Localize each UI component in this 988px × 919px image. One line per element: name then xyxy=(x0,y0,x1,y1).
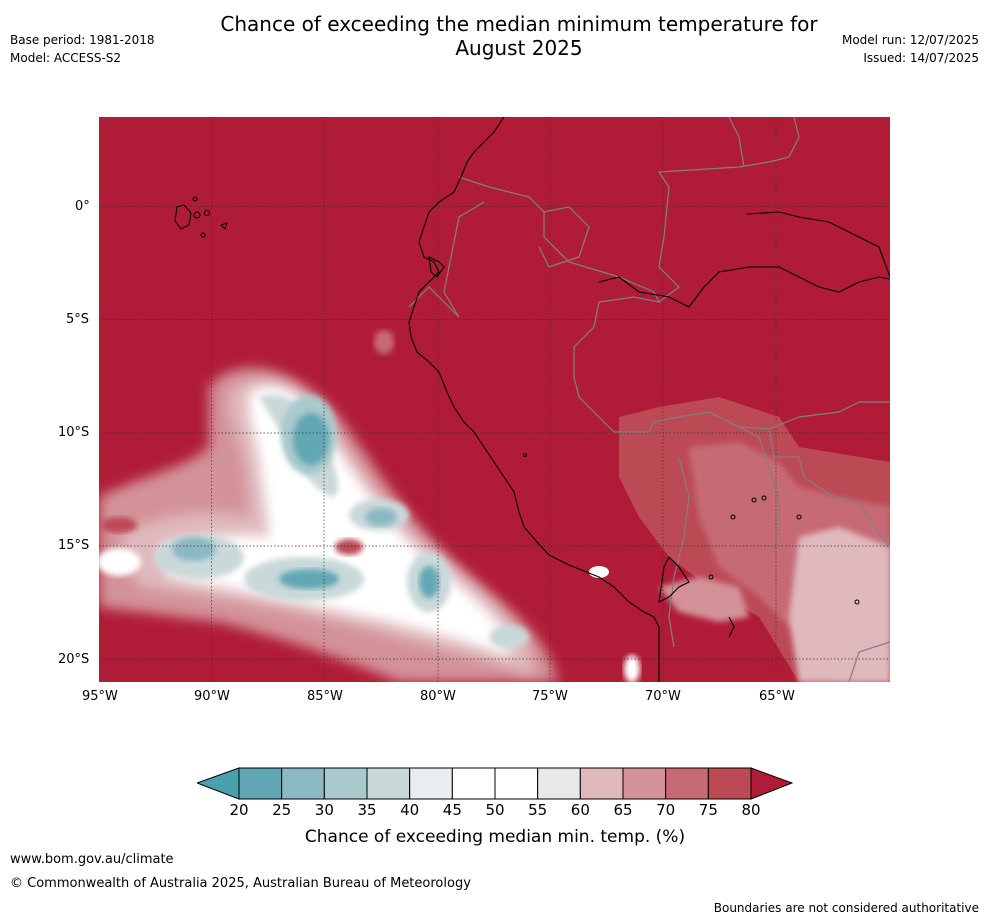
lon-label-95w: 95°W xyxy=(82,689,118,704)
colorbar xyxy=(197,767,793,800)
colorbar-swatch xyxy=(622,767,667,800)
colorbar-swatch xyxy=(451,767,496,800)
lat-label-5s: 5°S xyxy=(66,312,90,327)
lon-label-70w: 70°W xyxy=(645,689,681,704)
colorbar-label: Chance of exceeding median min. temp. (%… xyxy=(304,827,686,847)
model-run-text: Model run: 12/07/2025 xyxy=(841,33,979,47)
lat-label-10s: 10°S xyxy=(58,425,90,440)
coastline xyxy=(408,117,890,682)
colorbar-tick-label: 60 xyxy=(570,801,590,819)
colorbar-tick-label: 40 xyxy=(400,801,420,819)
colorbar-swatch xyxy=(281,767,325,800)
andes-lower-probability-region xyxy=(589,397,890,682)
colorbar-tick-label: 75 xyxy=(698,801,718,819)
disclaimer-text: Boundaries are not considered authoritat… xyxy=(713,901,979,915)
lat-label-15s: 15°S xyxy=(58,538,90,553)
lon-label-80w: 80°W xyxy=(420,689,456,704)
colorbar-swatch xyxy=(409,767,453,800)
colorbar-tick-label: 50 xyxy=(485,801,505,819)
lon-label-85w: 85°W xyxy=(307,689,343,704)
colorbar-over-arrow xyxy=(750,767,793,800)
colorbar-swatch xyxy=(707,767,752,800)
colorbar-swatch xyxy=(323,767,368,800)
probability-map xyxy=(99,117,890,682)
lon-label-65w: 65°W xyxy=(759,689,795,704)
issued-text: Issued: 14/07/2025 xyxy=(863,51,979,65)
colorbar-tick-label: 25 xyxy=(272,801,292,819)
ocean-low-probability-plume xyxy=(99,330,559,682)
colorbar-tick-label: 45 xyxy=(442,801,462,819)
website-text: www.bom.gov.au/climate xyxy=(10,852,174,867)
country-borders xyxy=(408,117,890,682)
lon-label-75w: 75°W xyxy=(532,689,568,704)
colorbar-tick-label: 70 xyxy=(656,801,676,819)
map-title: Chance of exceeding the median minimum t… xyxy=(150,12,888,60)
colorbar-tick-label: 35 xyxy=(357,801,377,819)
colorbar-swatch xyxy=(238,767,283,800)
galapagos-islands xyxy=(174,196,228,238)
colorbar-swatch xyxy=(537,767,581,800)
colorbar-tick-label: 80 xyxy=(741,801,761,819)
colorbar-tick-label: 65 xyxy=(613,801,633,819)
colorbar-swatch xyxy=(494,767,539,800)
base-period-text: Base period: 1981-2018 xyxy=(10,33,155,47)
model-text: Model: ACCESS-S2 xyxy=(10,51,122,65)
colorbar-under-arrow xyxy=(197,767,240,800)
lon-label-90w: 90°W xyxy=(194,689,230,704)
copyright-text: © Commonwealth of Australia 2025, Austra… xyxy=(10,876,471,891)
lakes xyxy=(523,453,860,605)
colorbar-swatch xyxy=(665,767,709,800)
map-title-line2: August 2025 xyxy=(455,36,583,60)
lat-label-20s: 20°S xyxy=(58,652,90,667)
colorbar-tick-label: 30 xyxy=(314,801,334,819)
colorbar-swatch xyxy=(579,767,624,800)
colorbar-tick-label: 55 xyxy=(528,801,548,819)
lat-label-0: 0° xyxy=(75,199,90,214)
graticule xyxy=(99,117,890,682)
colorbar-tick-label: 20 xyxy=(229,801,249,819)
map-title-line1: Chance of exceeding the median minimum t… xyxy=(220,12,818,36)
colorbar-swatch xyxy=(366,767,411,800)
